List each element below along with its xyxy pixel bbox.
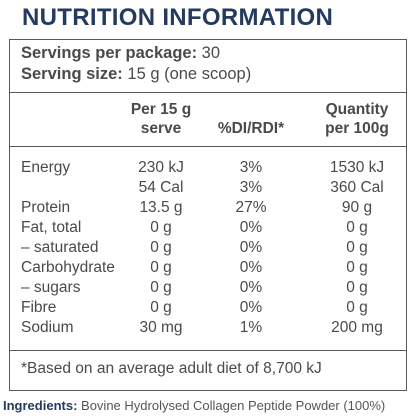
table-row: Fat, total 0 g 0% 0 g bbox=[10, 218, 406, 238]
page-title: NUTRITION INFORMATION bbox=[22, 4, 334, 31]
per-100g-value: 0 g bbox=[346, 259, 368, 276]
table-row: – saturated 0 g 0% 0 g bbox=[10, 238, 406, 258]
serving-size-value: 15 g (one scoop) bbox=[127, 65, 252, 83]
table-row: – sugars 0 g 0% 0 g bbox=[10, 278, 406, 298]
servings-per-package: Servings per package: 30 bbox=[21, 44, 220, 63]
per-100g-value: 360 Cal bbox=[330, 179, 384, 196]
ingredients-text: Bovine Hydrolysed Collagen Peptide Powde… bbox=[81, 398, 386, 413]
per-100g-value: 0 g bbox=[346, 239, 368, 256]
divider bbox=[10, 146, 406, 147]
per-serve-value: 0 g bbox=[150, 239, 172, 256]
table-row: 54 Cal 3% 360 Cal bbox=[10, 178, 406, 198]
divider bbox=[10, 92, 406, 93]
column-header-quantity-line2: per 100g bbox=[325, 120, 389, 137]
nutrient-name: Energy bbox=[21, 159, 71, 176]
di-value: 27% bbox=[235, 199, 267, 216]
table-row: Protein 13.5 g 27% 90 g bbox=[10, 198, 406, 218]
di-value: 0% bbox=[239, 219, 263, 236]
nutrient-name: Sodium bbox=[21, 319, 74, 336]
table-row: Energy 230 kJ 3% 1530 kJ bbox=[10, 158, 406, 178]
table-row: Fibre 0 g 0% 0 g bbox=[10, 298, 406, 318]
di-value: 0% bbox=[239, 239, 263, 256]
di-value: 3% bbox=[239, 159, 263, 176]
nutrient-name: Carbohydrate bbox=[21, 259, 115, 276]
di-value: 1% bbox=[239, 319, 263, 336]
di-value: 0% bbox=[239, 279, 263, 296]
per-serve-value: 0 g bbox=[150, 299, 172, 316]
per-100g-value: 90 g bbox=[341, 199, 373, 216]
servings-per-package-value: 30 bbox=[201, 44, 221, 62]
per-100g-value: 0 g bbox=[346, 219, 368, 236]
ingredients-label: Ingredients: bbox=[3, 398, 78, 413]
nutrition-panel: Servings per package: 30 Serving size: 1… bbox=[9, 39, 407, 391]
nutrient-name: – saturated bbox=[21, 239, 99, 256]
nutrient-name: Protein bbox=[21, 199, 71, 216]
per-serve-value: 230 kJ bbox=[138, 159, 184, 176]
table-row: Sodium 30 mg 1% 200 mg bbox=[10, 318, 406, 338]
di-value: 0% bbox=[239, 299, 263, 316]
per-serve-value: 0 g bbox=[150, 259, 172, 276]
nutrient-name: Fat, total bbox=[21, 219, 82, 236]
footnote: *Based on an average adult diet of 8,700… bbox=[21, 360, 322, 377]
per-100g-value: 0 g bbox=[346, 279, 368, 296]
column-header-di: %DI/RDI* bbox=[206, 119, 296, 138]
serving-size: Serving size: 15 g (one scoop) bbox=[21, 65, 251, 84]
per-serve-value: 0 g bbox=[150, 219, 172, 236]
column-header-per-serve-line1: Per 15 g bbox=[130, 101, 192, 118]
divider bbox=[10, 350, 406, 351]
nutrient-name: Fibre bbox=[21, 299, 57, 316]
column-header-per-serve: Per 15 g serve bbox=[116, 100, 206, 138]
ingredients-line: Ingredients: Bovine Hydrolysed Collagen … bbox=[3, 398, 385, 413]
per-serve-value: 0 g bbox=[150, 279, 172, 296]
per-serve-value: 30 mg bbox=[139, 319, 183, 336]
column-header-quantity: Quantity per 100g bbox=[308, 100, 406, 138]
di-value: 0% bbox=[239, 259, 263, 276]
per-100g-value: 200 mg bbox=[331, 319, 383, 336]
column-header-per-serve-line2: serve bbox=[140, 120, 182, 137]
column-header-quantity-line1: Quantity bbox=[325, 101, 389, 118]
di-value: 3% bbox=[239, 179, 263, 196]
table-row: Carbohydrate 0 g 0% 0 g bbox=[10, 258, 406, 278]
per-serve-value: 13.5 g bbox=[139, 199, 183, 216]
per-100g-value: 0 g bbox=[346, 299, 368, 316]
nutrient-name: – sugars bbox=[21, 279, 81, 296]
serving-size-label: Serving size: bbox=[21, 65, 123, 83]
per-serve-value: 54 Cal bbox=[138, 179, 184, 196]
per-100g-value: 1530 kJ bbox=[329, 159, 385, 176]
servings-per-package-label: Servings per package: bbox=[21, 44, 198, 62]
column-header-di-line1: %DI/RDI* bbox=[217, 120, 285, 137]
